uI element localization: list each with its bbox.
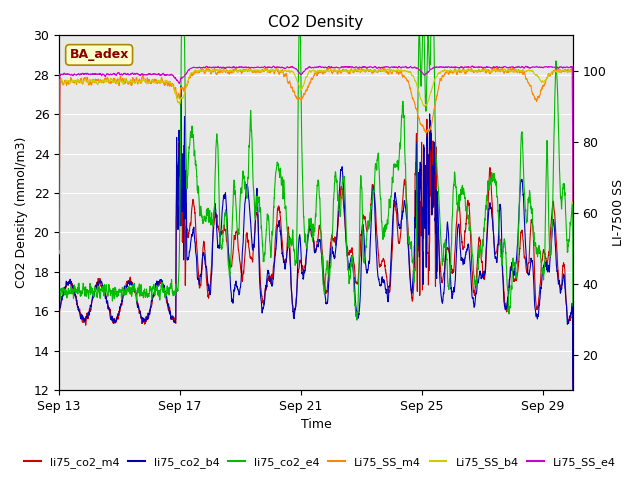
Y-axis label: LI-7500 SS: LI-7500 SS: [612, 179, 625, 246]
Title: CO2 Density: CO2 Density: [268, 15, 364, 30]
Y-axis label: CO2 Density (mmol/m3): CO2 Density (mmol/m3): [15, 137, 28, 288]
Text: BA_adex: BA_adex: [69, 48, 129, 61]
X-axis label: Time: Time: [301, 419, 332, 432]
Legend: li75_co2_m4, li75_co2_b4, li75_co2_e4, Li75_SS_m4, Li75_SS_b4, Li75_SS_e4: li75_co2_m4, li75_co2_b4, li75_co2_e4, L…: [20, 452, 620, 472]
